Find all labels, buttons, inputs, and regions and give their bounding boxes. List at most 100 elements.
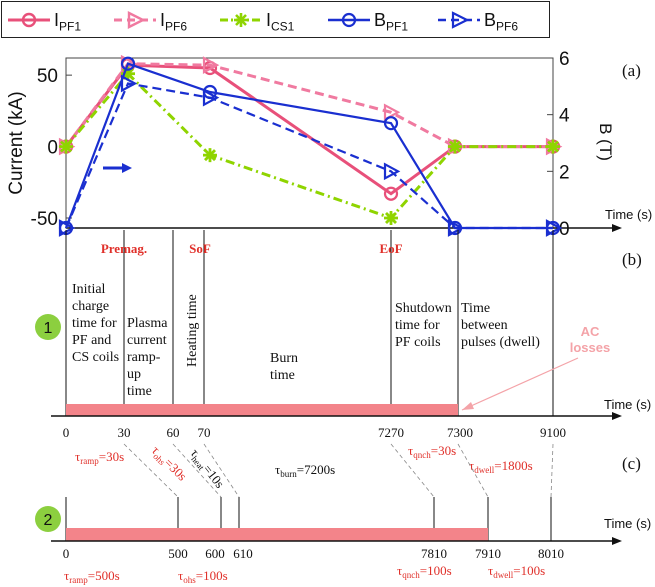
data-point-bpf1 xyxy=(383,116,399,131)
left-tick-label: 50 xyxy=(37,66,58,87)
phase-label-line: CS coils xyxy=(72,350,119,365)
data-point-ics1 xyxy=(203,148,217,163)
right-tick-label: 4 xyxy=(559,106,570,127)
scenario-2-label: 2 xyxy=(44,512,53,529)
tau-qnch-c: τqnch=100s xyxy=(397,563,452,580)
scenario-2-badge xyxy=(35,506,61,532)
data-point-bpf6 xyxy=(447,219,465,237)
phase-label-line: Burn xyxy=(270,351,298,366)
left-tick-label: -50 xyxy=(31,209,58,230)
tau-dwell-c: τdwell=100s xyxy=(488,563,545,580)
mapping-connector xyxy=(457,443,489,498)
timeline-c-tick-label: 0 xyxy=(63,546,70,561)
phase-label-line: ramp- xyxy=(127,350,161,365)
timeline-c-tick-label: 8010 xyxy=(538,546,564,561)
series-line-bpf6 xyxy=(64,82,553,230)
data-point-ics1 xyxy=(546,139,560,154)
y-left-axis-label: Current (kA) xyxy=(6,91,27,194)
phase-label-line: up xyxy=(127,367,141,382)
tau-burn-b: τburn=7200s xyxy=(275,462,335,479)
data-point-ipf6 xyxy=(202,56,220,74)
mapping-connector xyxy=(123,443,179,498)
plot-area-frame xyxy=(65,57,554,229)
phase-label-line: time for xyxy=(72,316,117,331)
phase-label-line: Shutdown xyxy=(395,301,452,316)
timeline-b-arrowhead xyxy=(612,412,622,420)
timeline-b-tick-label: 9100 xyxy=(540,425,566,440)
phase-label-line: time for xyxy=(395,318,440,333)
timeline-c-tick-label: 7910 xyxy=(475,546,501,561)
timeline-c-tick-label: 600 xyxy=(205,546,225,561)
timeline-b-tick-label: 70 xyxy=(198,425,211,440)
timeline-c-tick-label: 7810 xyxy=(421,546,447,561)
timeline-b-tick-label: 0 xyxy=(63,425,70,440)
data-point-bpf1 xyxy=(120,56,136,71)
timeline-b-tick-label: 7300 xyxy=(447,425,473,440)
phase-label-line: PF and xyxy=(72,333,111,348)
panel-label-c: (c) xyxy=(622,454,641,473)
time-axis-label-b: Time (s) xyxy=(604,397,651,412)
phase-label-line: Time xyxy=(461,301,490,316)
phase-label-line: Plasma xyxy=(127,316,168,331)
mapping-connector xyxy=(390,443,435,498)
ac-losses-pointer xyxy=(461,357,579,411)
tau-dwell-b: τdwell=1800s xyxy=(469,458,533,475)
mapping-connector xyxy=(203,443,240,498)
time-axis-arrowhead xyxy=(612,224,622,232)
data-point-bpf6 xyxy=(383,162,401,181)
phase-label-line: time xyxy=(127,384,152,399)
time-axis-label-a: Time (s) xyxy=(605,207,652,222)
right-tick-label: 6 xyxy=(559,49,570,70)
phase-label-line: current xyxy=(127,333,167,348)
ac-losses-label: AC xyxy=(581,324,600,339)
timeline-c-arrowhead xyxy=(612,537,622,545)
data-point-bpf6 xyxy=(120,74,138,93)
phase-label-line: between xyxy=(461,318,508,333)
ac-losses-bar xyxy=(66,404,458,416)
phase-label-line: pulses (dwell) xyxy=(461,335,540,350)
data-point-bpf6 xyxy=(202,88,220,107)
panel-label-a: (a) xyxy=(622,61,641,80)
legend: IPF1 IPF6 ICS1 BPF1 BPF6 xyxy=(1,1,550,38)
tau-ohs-b: τohs=30s xyxy=(147,443,190,486)
y-right-axis-label: B (T) xyxy=(596,123,615,161)
ac-losses-label: losses xyxy=(570,340,610,355)
tau-qnch-b: τqnch=30s xyxy=(408,443,456,460)
phase-label-line: PF coils xyxy=(395,335,441,350)
annotation-arrow-head xyxy=(122,163,132,173)
left-tick-label: 0 xyxy=(47,138,58,159)
tau-ramp-c: τramp=500s xyxy=(64,568,120,585)
timeline-c-tick-label: 610 xyxy=(233,546,253,561)
mapping-connector xyxy=(550,443,554,498)
phase-label-heating: Heating time xyxy=(185,294,200,367)
phase-label-line: Initial xyxy=(72,282,106,297)
ac-losses-pointer-head xyxy=(462,402,474,410)
scenario-1-badge xyxy=(35,314,61,340)
event-label: Premag. xyxy=(101,241,147,256)
panel-label-b: (b) xyxy=(622,250,642,269)
data-point-ics1 xyxy=(59,139,73,154)
data-point-ipf6 xyxy=(383,103,401,122)
right-tick-label: 0 xyxy=(559,219,570,240)
event-label: EoF xyxy=(379,241,402,256)
time-axis-label-c: Time (s) xyxy=(604,516,651,531)
scenario-1-label: 1 xyxy=(44,320,53,337)
timeline-c-tick-label: 500 xyxy=(168,546,188,561)
tau-ohs-c: τohs=100s xyxy=(178,568,228,585)
tau-heat-b: τheat=10s xyxy=(186,446,227,492)
event-label: SoF xyxy=(189,241,211,256)
mapping-connector xyxy=(172,443,222,498)
timeline-b-tick-label: 7270 xyxy=(378,425,404,440)
timeline-b-tick-label: 60 xyxy=(167,425,180,440)
series-line-ics1 xyxy=(64,71,553,220)
right-tick-label: 2 xyxy=(559,162,570,183)
ac-losses-bar-c xyxy=(66,528,488,541)
series-line-ipf6 xyxy=(64,62,553,149)
data-point-ipf1 xyxy=(383,186,399,201)
data-point-ics1 xyxy=(448,139,462,154)
phase-label-line: charge xyxy=(72,299,109,314)
data-point-ics1 xyxy=(384,211,398,225)
phase-label-line: time xyxy=(270,368,295,383)
tau-ramp-b: τramp=30s xyxy=(75,449,124,466)
